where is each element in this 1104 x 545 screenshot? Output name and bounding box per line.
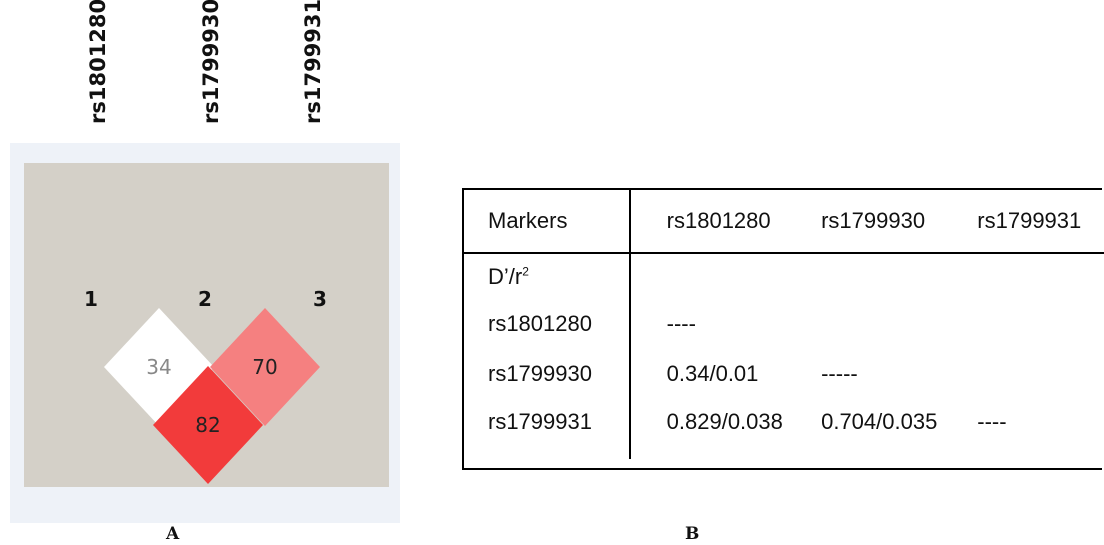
- table-cell: 0.704/0.035: [821, 409, 938, 434]
- ld-value-1-2: 34: [146, 355, 171, 379]
- ld-cell-1-3: [153, 366, 263, 484]
- table-row: rs1801280 ----: [464, 299, 1104, 349]
- marker-label-1: rs1801280: [86, 0, 110, 124]
- ld-table: Markers rs1801280 rs1799930 rs1799931 D’…: [464, 190, 1104, 459]
- marker-label-2: rs1799930: [199, 0, 223, 124]
- table-subheader-row: D’/r2: [464, 253, 1104, 299]
- row-label: rs1799931: [464, 399, 631, 459]
- panel-label-a: A: [166, 524, 180, 544]
- table-cell: [977, 349, 1104, 399]
- table-row: rs1799931 0.829/0.038 0.704/0.035 ----: [464, 399, 1104, 459]
- header-markers: Markers: [464, 190, 631, 254]
- header-col-1: rs1801280: [629, 190, 822, 254]
- table-cell: 0.829/0.038: [666, 409, 783, 434]
- ld-heatmap: 34 70 82: [104, 308, 320, 484]
- ld-value-2-3: 70: [252, 355, 277, 379]
- marker-index-2: 2: [198, 287, 212, 311]
- header-col-3: rs1799931: [977, 190, 1104, 254]
- row-label: rs1799930: [464, 349, 631, 399]
- panel-label-b: B: [685, 524, 700, 544]
- table-header-row: Markers rs1801280 rs1799930 rs1799931: [464, 190, 1104, 254]
- ld-value-1-3: 82: [195, 413, 220, 437]
- table-cell: [977, 299, 1104, 349]
- subheader-d-prime-r2: D’/r2: [464, 253, 631, 299]
- table-cell: ----: [977, 409, 1007, 434]
- ld-table-border: [462, 188, 1102, 470]
- table-cell: -----: [821, 361, 858, 386]
- marker-index-1: 1: [84, 287, 98, 311]
- marker-index-3: 3: [313, 287, 327, 311]
- table-cell: 0.34/0.01: [666, 361, 759, 386]
- marker-label-3: rs1799931: [301, 0, 325, 124]
- table-cell: [821, 299, 977, 349]
- table-cell: ----: [666, 311, 696, 336]
- header-col-2: rs1799930: [821, 190, 978, 254]
- row-label: rs1801280: [464, 299, 631, 349]
- table-row: rs1799930 0.34/0.01 -----: [464, 349, 1104, 399]
- ld-cell-2-3: [210, 308, 320, 426]
